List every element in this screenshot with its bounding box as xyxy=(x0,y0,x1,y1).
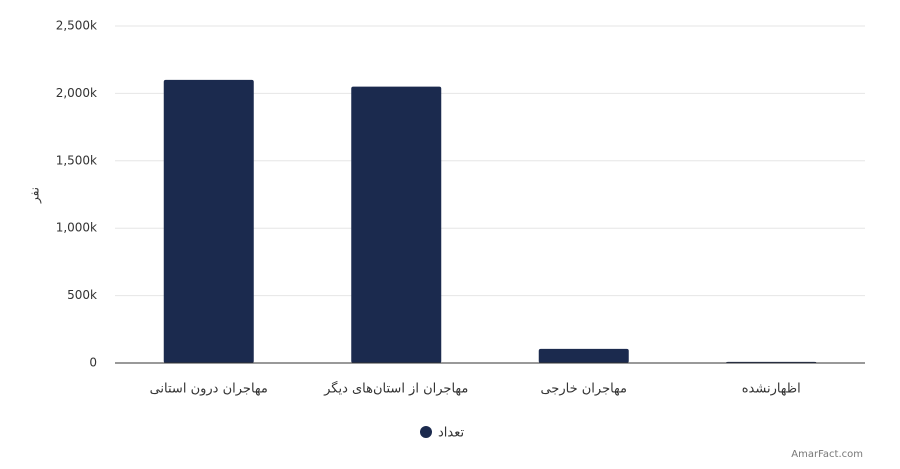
bar xyxy=(351,86,442,363)
y-axis-label: نفر xyxy=(28,187,43,204)
y-tick-label: 0 xyxy=(89,356,97,370)
x-tick-label: اظهارنشده xyxy=(742,382,801,397)
bar xyxy=(163,79,254,364)
x-tick-label: مهاجران خارجی xyxy=(540,382,627,397)
y-tick-label: 500k xyxy=(67,288,97,302)
x-tick-label: مهاجران درون استانی xyxy=(150,382,268,397)
y-tick-label: 1,000k xyxy=(56,221,97,235)
y-tick-label: 1,500k xyxy=(56,153,97,167)
x-tick-label: مهاجران از استان‌های دیگر xyxy=(323,381,468,397)
y-tick-label: 2,000k xyxy=(56,86,97,100)
credit: AmarFact.com xyxy=(791,449,863,460)
legend-marker xyxy=(420,426,432,438)
bar xyxy=(538,348,629,363)
legend-label: تعداد xyxy=(438,426,464,441)
y-tick-label: 2,500k xyxy=(56,19,97,33)
